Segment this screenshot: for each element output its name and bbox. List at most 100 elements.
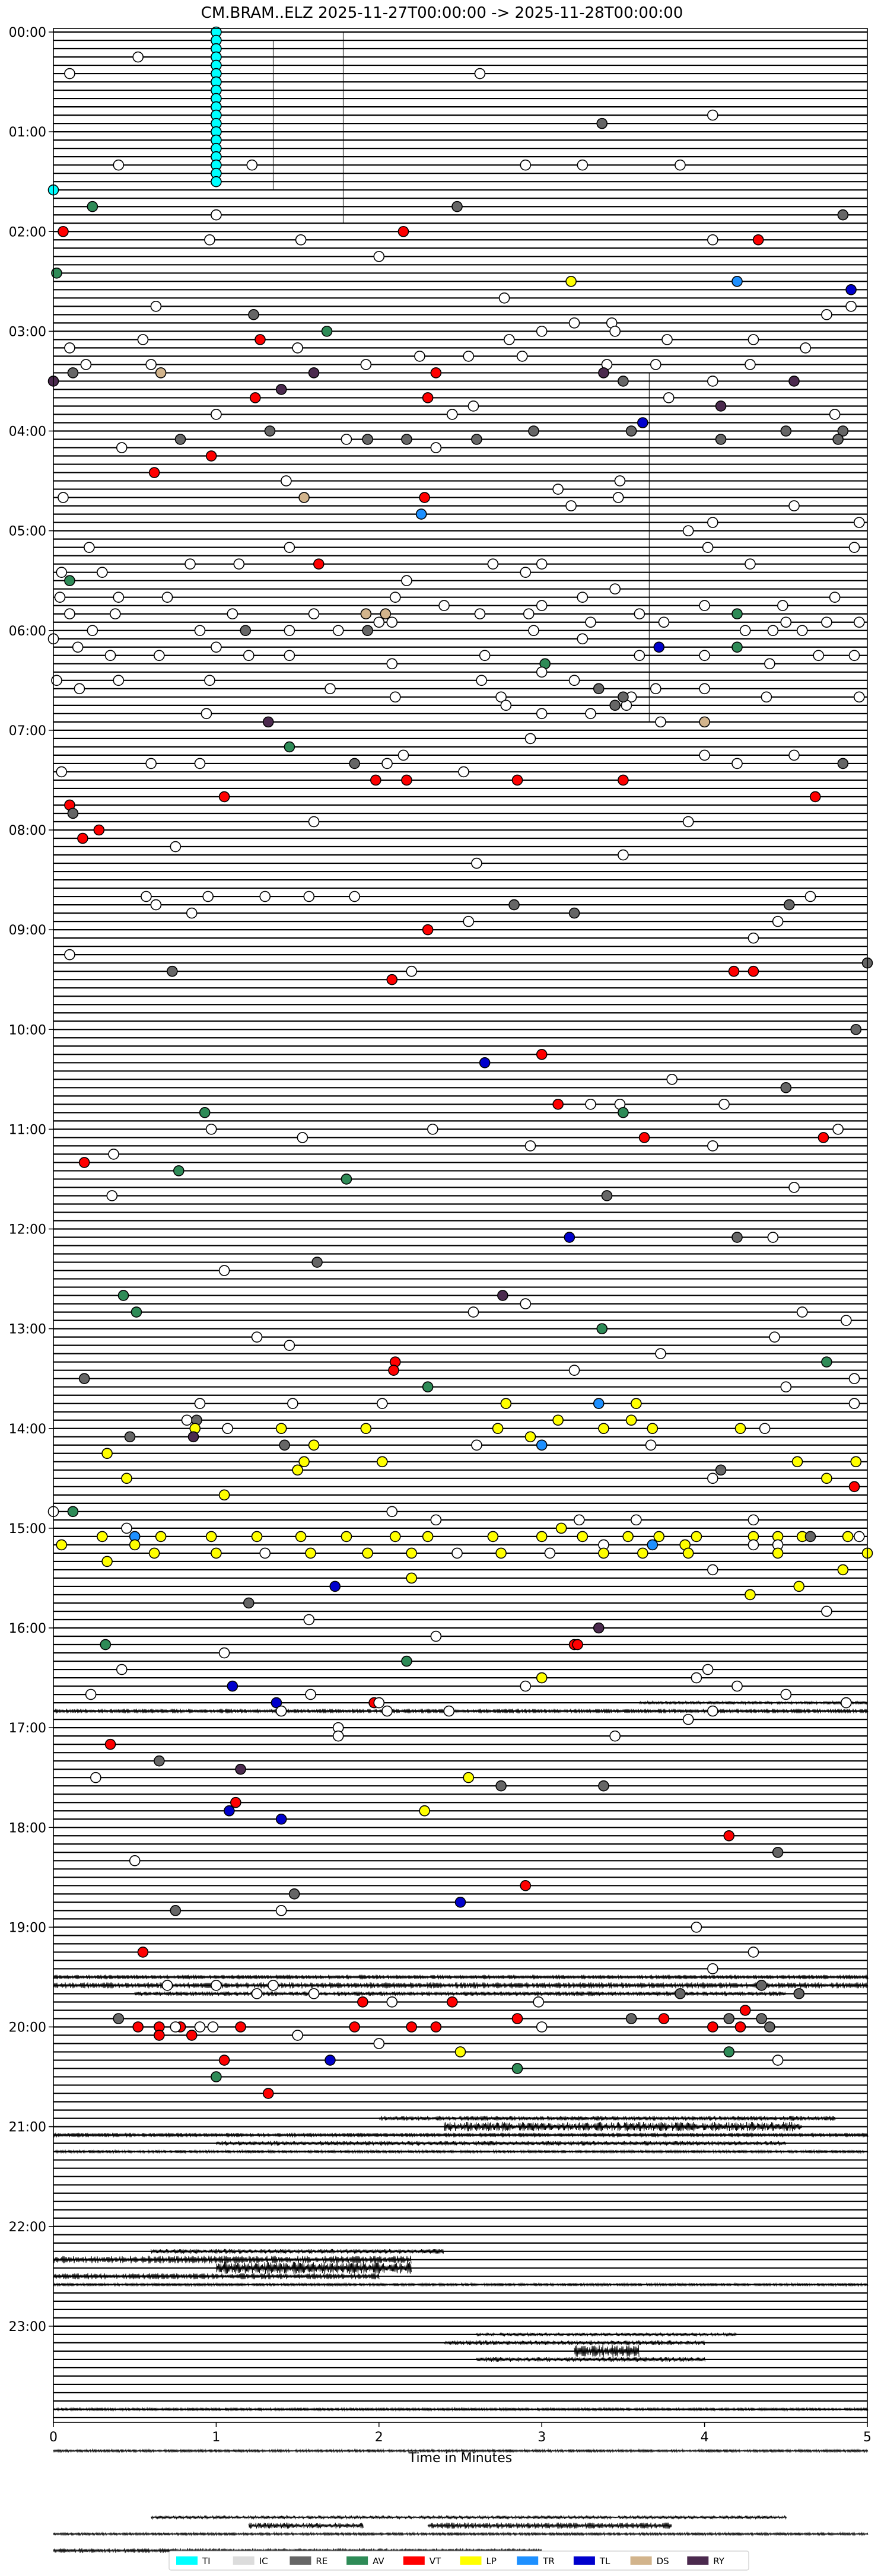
event-marker bbox=[832, 1124, 844, 1135]
event-marker bbox=[745, 558, 756, 570]
event-marker bbox=[837, 758, 849, 769]
event-marker bbox=[279, 1439, 290, 1451]
event-marker bbox=[211, 409, 222, 420]
event-marker bbox=[362, 1547, 373, 1559]
event-marker bbox=[625, 2013, 637, 2024]
event-marker bbox=[723, 1830, 735, 1842]
event-marker bbox=[631, 1398, 642, 1410]
event-marker bbox=[699, 716, 710, 728]
noise-burst bbox=[379, 2116, 836, 2121]
event-marker bbox=[121, 1522, 132, 1534]
event-marker bbox=[51, 675, 62, 686]
y-tick-label: 16:00 bbox=[9, 1621, 46, 1636]
event-marker bbox=[218, 1647, 230, 1659]
event-marker bbox=[682, 1547, 694, 1559]
event-marker bbox=[137, 334, 149, 345]
y-tick-label: 19:00 bbox=[9, 1920, 46, 1935]
event-marker bbox=[661, 334, 673, 345]
event-marker bbox=[821, 309, 832, 320]
event-marker bbox=[185, 558, 196, 570]
event-marker bbox=[170, 2021, 182, 2033]
event-marker bbox=[116, 442, 128, 453]
legend-label: IC bbox=[259, 2556, 268, 2567]
event-marker bbox=[788, 376, 800, 387]
event-marker bbox=[848, 1398, 860, 1410]
event-marker bbox=[731, 1232, 743, 1243]
event-marker bbox=[731, 276, 743, 287]
noise-burst bbox=[53, 1974, 869, 1980]
event-marker bbox=[170, 841, 182, 853]
event-marker bbox=[124, 1431, 136, 1443]
event-marker bbox=[308, 608, 320, 620]
event-marker bbox=[329, 1580, 341, 1592]
event-marker bbox=[305, 1547, 316, 1559]
event-marker bbox=[850, 1023, 862, 1035]
event-marker bbox=[634, 608, 645, 620]
event-marker bbox=[745, 359, 756, 370]
event-marker bbox=[520, 1680, 532, 1692]
event-marker bbox=[699, 683, 710, 695]
event-marker bbox=[401, 1655, 412, 1667]
event-marker bbox=[739, 625, 751, 637]
event-marker bbox=[791, 1456, 803, 1468]
y-tick-label: 05:00 bbox=[9, 524, 46, 539]
event-marker bbox=[148, 467, 160, 478]
event-marker bbox=[577, 591, 589, 603]
event-marker bbox=[235, 1763, 246, 1775]
event-marker bbox=[609, 583, 621, 595]
y-tick-label: 08:00 bbox=[9, 823, 46, 838]
event-marker bbox=[181, 1414, 193, 1426]
chart-title: CM.BRAM..ELZ 2025-11-27T00:00:00 -> 2025… bbox=[201, 4, 683, 22]
event-marker bbox=[625, 425, 637, 437]
legend-swatch bbox=[687, 2556, 709, 2565]
event-marker bbox=[536, 708, 548, 720]
event-marker bbox=[622, 1531, 634, 1543]
event-marker bbox=[321, 326, 333, 337]
event-marker bbox=[451, 201, 463, 212]
event-marker bbox=[658, 2013, 670, 2024]
event-marker bbox=[723, 2013, 735, 2024]
event-marker bbox=[853, 616, 865, 628]
event-marker bbox=[224, 1805, 235, 1817]
event-marker bbox=[614, 475, 626, 486]
y-tick-label: 21:00 bbox=[9, 2120, 46, 2135]
event-marker bbox=[211, 1980, 222, 1991]
noise-burst bbox=[53, 2132, 869, 2138]
event-marker bbox=[104, 1738, 116, 1750]
event-marker bbox=[446, 409, 458, 420]
event-marker bbox=[647, 1423, 659, 1435]
event-marker bbox=[74, 683, 85, 695]
y-tick-label: 00:00 bbox=[9, 26, 46, 40]
event-marker bbox=[427, 1124, 438, 1135]
event-marker bbox=[745, 1589, 756, 1601]
event-marker bbox=[772, 1846, 784, 1858]
event-marker bbox=[454, 2046, 466, 2057]
event-marker bbox=[386, 658, 398, 670]
event-marker bbox=[51, 268, 62, 279]
event-marker bbox=[141, 891, 152, 902]
event-marker bbox=[853, 691, 865, 703]
event-marker bbox=[438, 600, 450, 612]
legend-swatch bbox=[233, 2556, 255, 2565]
event-marker bbox=[625, 1414, 637, 1426]
event-marker bbox=[56, 567, 68, 578]
noise-burst bbox=[53, 2256, 412, 2264]
event-marker bbox=[772, 1547, 784, 1559]
legend-label: VT bbox=[430, 2556, 441, 2567]
event-marker bbox=[552, 1099, 564, 1110]
y-tick-label: 11:00 bbox=[9, 1122, 46, 1137]
event-marker bbox=[653, 1531, 665, 1543]
event-marker bbox=[227, 608, 238, 620]
event-marker bbox=[58, 492, 69, 503]
event-marker bbox=[734, 1423, 746, 1435]
event-marker bbox=[422, 392, 434, 403]
event-marker bbox=[194, 625, 206, 637]
event-marker bbox=[56, 766, 68, 778]
event-marker bbox=[780, 1688, 792, 1700]
event-marker bbox=[536, 1672, 548, 1684]
event-marker bbox=[132, 51, 144, 63]
event-marker bbox=[702, 542, 714, 553]
event-marker bbox=[373, 1697, 385, 1709]
event-marker bbox=[756, 1980, 767, 1991]
event-marker bbox=[113, 591, 125, 603]
